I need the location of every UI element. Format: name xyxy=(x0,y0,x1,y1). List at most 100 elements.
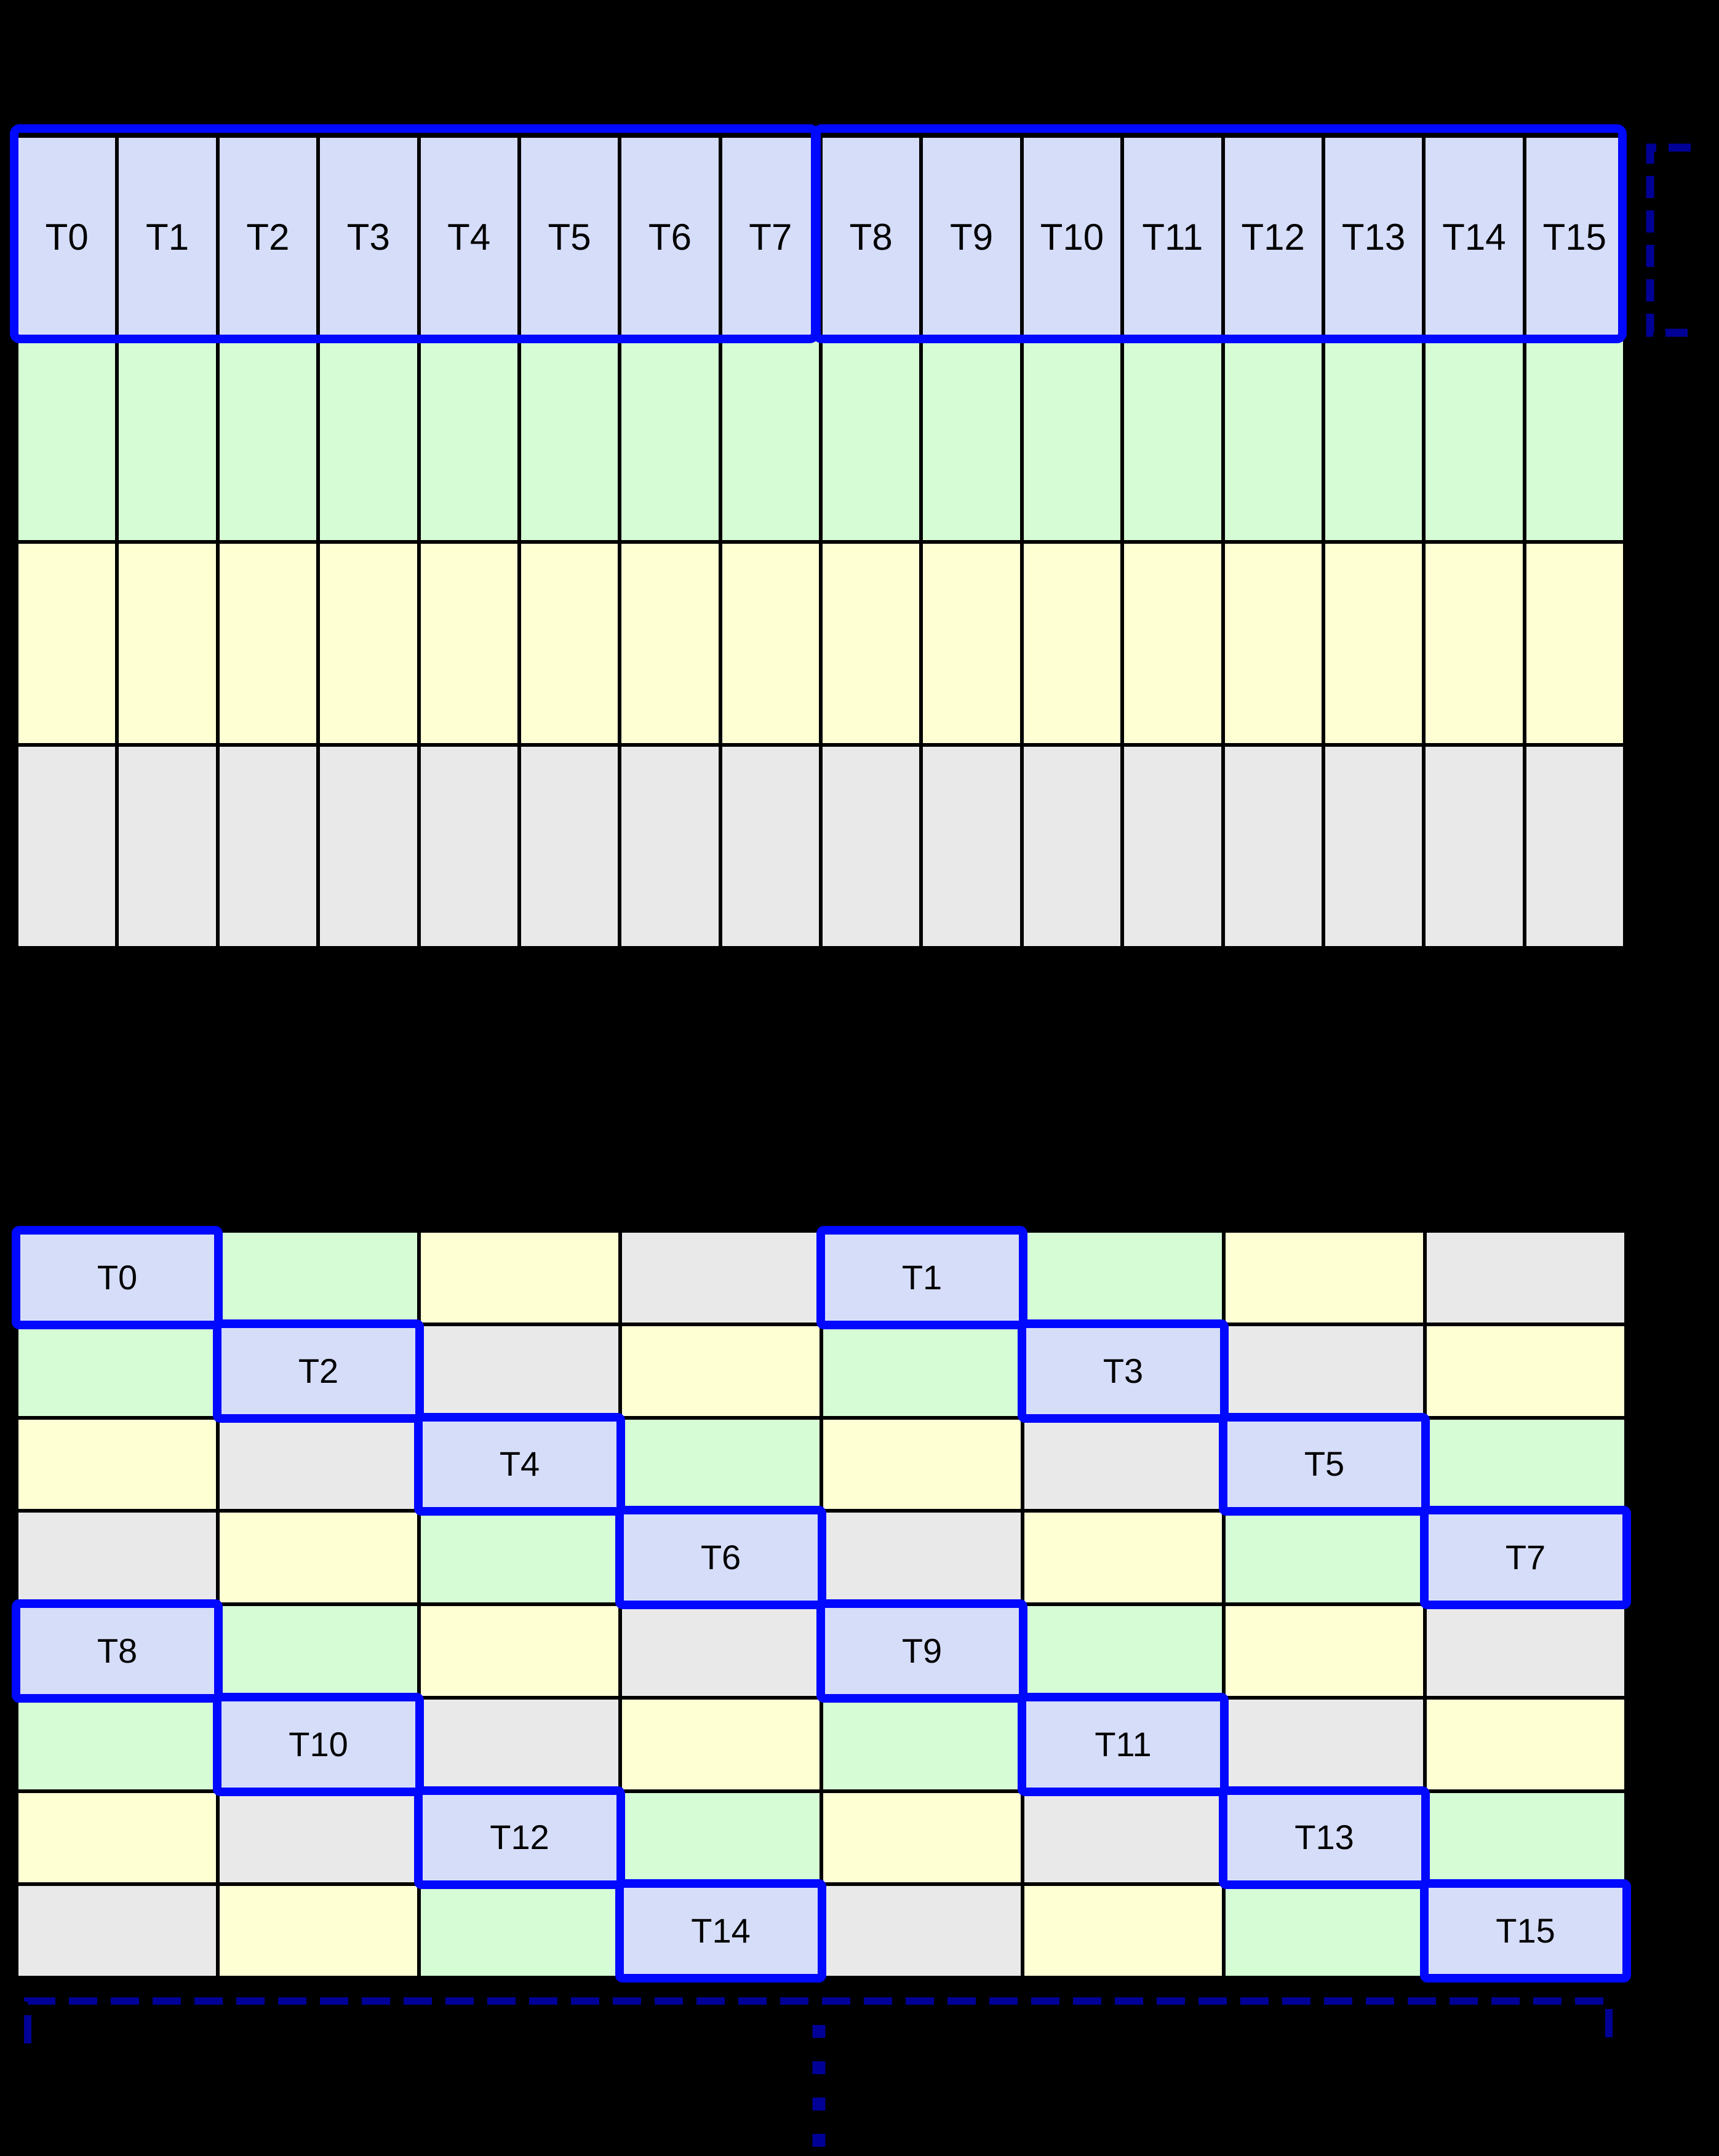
grid2-cell-r6c7 xyxy=(1427,1792,1624,1883)
grid1-cell-r1c10 xyxy=(1023,341,1121,540)
grid2-cell-r5c7 xyxy=(1427,1699,1624,1789)
grid2-cell-r0c5 xyxy=(1024,1233,1222,1323)
grid1-cell-r3c1 xyxy=(119,747,216,946)
grid1-cell-r0c5: T5 xyxy=(520,138,618,337)
grid2-cell-r3c5 xyxy=(1024,1513,1222,1602)
grid2-cell-r0c1 xyxy=(220,1233,417,1323)
grid2-highlight-cell-t10: T10 xyxy=(213,1692,424,1796)
thread-label: T5 xyxy=(1304,1444,1345,1484)
thread-label: T4 xyxy=(499,1444,540,1484)
grid1-cell-r2c1 xyxy=(119,544,216,743)
grid1-cell-r2c11 xyxy=(1124,544,1221,743)
grid1-cell-r2c15 xyxy=(1526,544,1623,743)
grid1-cell-r1c4 xyxy=(420,341,517,540)
grid1-cell-r2c10 xyxy=(1023,544,1121,743)
grid2-highlight-cell-t3: T3 xyxy=(1018,1319,1229,1423)
grid1-cell-r0c7: T7 xyxy=(722,138,819,337)
grid1-cell-r1c15 xyxy=(1526,341,1623,540)
grid2-cell-r5c2 xyxy=(421,1699,618,1789)
grid1-cell-r3c0 xyxy=(18,747,116,946)
grid1-cell-r3c14 xyxy=(1426,747,1523,946)
grid1-cell-r1c12 xyxy=(1224,341,1322,540)
grid1-cell-r1c2 xyxy=(219,341,317,540)
grid1-cell-r2c2 xyxy=(219,544,317,743)
grid2-cell-r4c2 xyxy=(421,1606,618,1696)
grid1-cell-r3c4 xyxy=(420,747,517,946)
thread-label: T5 xyxy=(548,217,591,258)
grid2-highlight-cell-t0: T0 xyxy=(12,1226,223,1329)
grid1-cell-r1c9 xyxy=(923,341,1020,540)
grid1-cell-r0c6: T6 xyxy=(621,138,719,337)
thread-label: T8 xyxy=(97,1631,138,1670)
grid1-cell-r1c6 xyxy=(621,341,719,540)
thread-label: T6 xyxy=(700,1538,741,1577)
grid1-cell-r2c7 xyxy=(722,544,819,743)
grid1-cell-r2c13 xyxy=(1325,544,1422,743)
grid1-cell-r3c5 xyxy=(520,747,618,946)
thread-label: T9 xyxy=(950,217,994,258)
grid1-cell-r1c0 xyxy=(18,341,116,540)
grid2-highlight-cell-t1: T1 xyxy=(816,1226,1027,1329)
grid1-cell-r1c3 xyxy=(320,341,417,540)
grid2-cell-r2c7 xyxy=(1427,1419,1624,1510)
grid2-cell-r4c5 xyxy=(1024,1606,1222,1696)
grid2-cell-r1c6 xyxy=(1226,1326,1423,1416)
grid1-cell-r3c6 xyxy=(621,747,719,946)
grid2-cell-r7c0 xyxy=(18,1886,216,1976)
grid2-highlight-cell-t9: T9 xyxy=(816,1599,1027,1703)
grid1-cell-r1c7 xyxy=(722,341,819,540)
grid2-cell-r1c3 xyxy=(622,1326,820,1416)
grid1-cell-r0c12: T12 xyxy=(1224,138,1322,337)
grid2-highlight-cell-t2: T2 xyxy=(213,1319,424,1423)
grid1-cell-r2c0 xyxy=(18,544,116,743)
grid1-cell-r2c12 xyxy=(1224,544,1322,743)
thread-label: T2 xyxy=(246,217,290,258)
grid1-cell-r3c15 xyxy=(1526,747,1623,946)
grid1-cell-r2c8 xyxy=(823,544,920,743)
thread-label: T14 xyxy=(1442,217,1506,258)
grid1-cell-r1c5 xyxy=(520,341,618,540)
thread-label: T6 xyxy=(648,217,692,258)
thread-label: T11 xyxy=(1095,1724,1152,1764)
grid2-cell-r4c6 xyxy=(1226,1606,1423,1696)
thread-label: T0 xyxy=(97,1257,138,1297)
thread-label: T9 xyxy=(901,1631,943,1670)
thread-label: T11 xyxy=(1142,217,1203,258)
thread-label: T13 xyxy=(1341,217,1406,258)
grid2-highlight-cell-t13: T13 xyxy=(1219,1786,1430,1890)
grid2-highlight-cell-t8: T8 xyxy=(12,1599,223,1703)
grid1-cell-r3c3 xyxy=(320,747,417,946)
grid2-cell-r6c1 xyxy=(220,1792,417,1883)
grid2-cell-r6c5 xyxy=(1024,1792,1222,1883)
grid2-cell-r1c7 xyxy=(1427,1326,1624,1416)
grid1-cell-r0c4: T4 xyxy=(420,138,517,337)
grid1-cell-r0c3: T3 xyxy=(320,138,417,337)
grid2-cell-r6c0 xyxy=(18,1792,216,1883)
thread-label: T3 xyxy=(346,217,390,258)
grid2-cell-r6c3 xyxy=(622,1792,820,1883)
grid2-highlight-cell-t4: T4 xyxy=(414,1412,625,1516)
grid1-cell-r3c10 xyxy=(1023,747,1121,946)
grid2-cell-r2c3 xyxy=(622,1419,820,1510)
grid2-cell-r7c6 xyxy=(1226,1886,1423,1976)
grid2-cell-r1c2 xyxy=(421,1326,618,1416)
grid1-cell-r2c5 xyxy=(520,544,618,743)
thread-label: T8 xyxy=(849,217,893,258)
grid-width-bracket xyxy=(24,1997,1613,2043)
grid2-cell-r2c1 xyxy=(220,1419,417,1510)
thread-label: T15 xyxy=(1496,1911,1555,1951)
grid2-cell-r3c6 xyxy=(1226,1513,1423,1602)
grid2-highlight-cell-t5: T5 xyxy=(1219,1412,1430,1516)
grid1-cell-r1c11 xyxy=(1124,341,1221,540)
grid2-cell-r3c1 xyxy=(220,1513,417,1602)
grid2-cell-r0c2 xyxy=(421,1233,618,1323)
grid1-cell-r3c7 xyxy=(722,747,819,946)
grid1-cell-r0c11: T11 xyxy=(1124,138,1221,337)
thread-label: T3 xyxy=(1103,1351,1144,1390)
grid1-cell-r0c9: T9 xyxy=(923,138,1020,337)
grid1-cell-r2c3 xyxy=(320,544,417,743)
thread-label: T4 xyxy=(447,217,491,258)
grid1-cell-r0c14: T14 xyxy=(1426,138,1523,337)
grid2-cell-r5c3 xyxy=(622,1699,820,1789)
grid2-cell-r0c6 xyxy=(1226,1233,1423,1323)
